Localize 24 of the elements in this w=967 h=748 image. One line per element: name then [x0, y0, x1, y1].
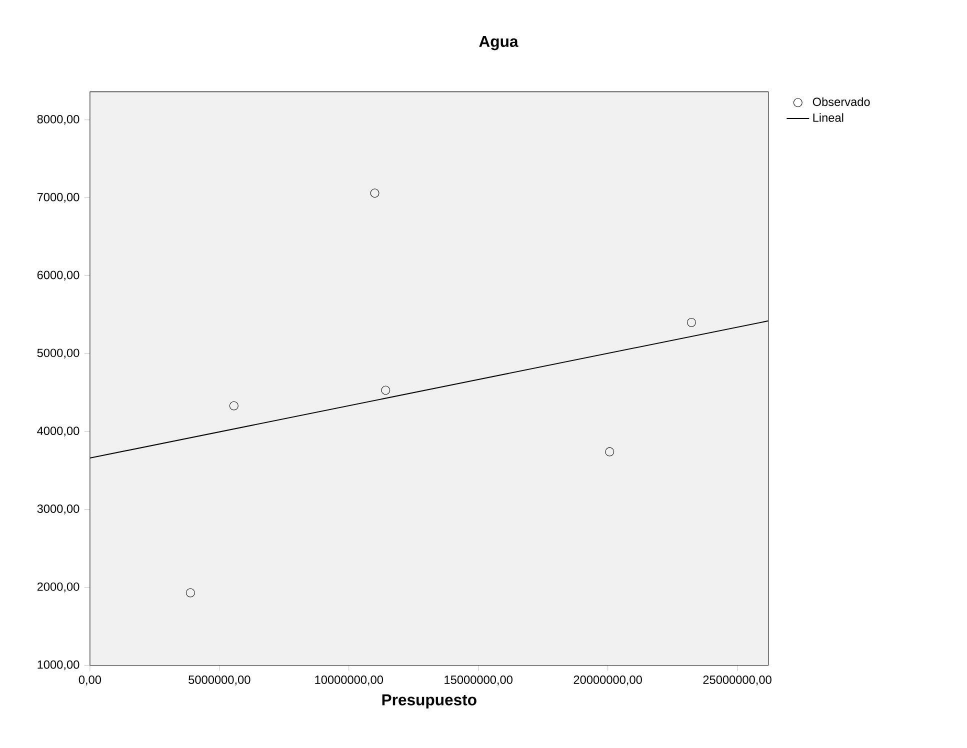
point [686, 318, 696, 328]
x-tick-label: 25000000,00 [703, 676, 772, 686]
y-tick-label: 1000,00 [38, 660, 80, 670]
x-tick-label: 0,00 [78, 676, 102, 686]
x-tick-label: 15000000,00 [444, 676, 512, 686]
y-tick-label: 8000,00 [37, 115, 80, 125]
point [229, 401, 238, 410]
y-tick-label: 7000,00 [37, 193, 80, 203]
y-tick-label: 3000,00 [37, 504, 80, 514]
y-tick-label: 4000,00 [37, 426, 80, 437]
point [381, 386, 390, 395]
legend-label: Observado [812, 97, 870, 106]
x-tick-label: 5000000,00 [188, 676, 250, 686]
chart-title: Agua [479, 36, 518, 50]
y-tick-label: 5000,00 [37, 348, 80, 359]
legend-label: Lineal [813, 113, 844, 122]
point [186, 588, 195, 598]
point [605, 447, 614, 456]
y-tick-label: 6000,00 [37, 270, 80, 281]
x-tick-label: 20000000,00 [574, 676, 642, 686]
point [370, 188, 380, 198]
x-tick-label: 10000000,00 [315, 676, 384, 686]
y-tick-label: 2000,00 [37, 582, 80, 592]
x-axis-title: Presupuesto [382, 694, 476, 709]
